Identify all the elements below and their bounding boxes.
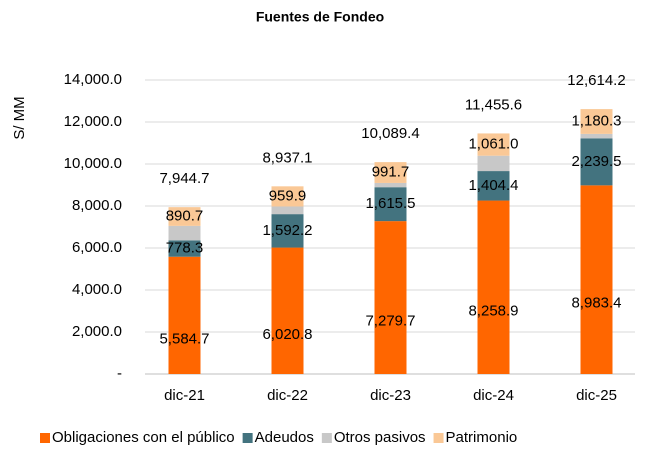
total-label: 11,455.6	[465, 96, 522, 113]
data-label: 5,584.7	[159, 330, 209, 347]
y-tick-label: 14,000.0	[64, 71, 122, 88]
x-tick-label: dic-23	[370, 387, 411, 404]
legend-label: Otros pasivos	[334, 429, 426, 446]
bar-segment	[271, 206, 304, 215]
bar-segment	[477, 155, 510, 172]
bar-segment	[271, 186, 304, 207]
data-label: 7,279.7	[365, 313, 415, 330]
data-label: 959.9	[269, 187, 307, 204]
data-label: 1,615.5	[365, 195, 415, 212]
legend-swatch	[40, 433, 50, 443]
data-label: 991.7	[372, 164, 410, 181]
bar-segment	[168, 225, 201, 241]
bar-segment	[580, 109, 613, 134]
bar-segment	[580, 133, 613, 139]
y-tick-label: 12,000.0	[64, 113, 122, 130]
data-label: 1,061.0	[468, 136, 518, 153]
bar-segment	[477, 133, 510, 156]
data-label: 890.7	[166, 207, 204, 224]
y-tick-label: 8,000.0	[72, 197, 122, 214]
legend-label: Obligaciones con el público	[52, 429, 235, 446]
total-label: 8,937.1	[262, 149, 312, 166]
legend-swatch	[321, 433, 332, 443]
bar-segment	[477, 200, 510, 374]
bar-segment	[374, 182, 407, 188]
bar-segment	[271, 214, 304, 248]
bar-segment	[168, 240, 201, 257]
bar-segment	[168, 256, 201, 374]
legend-swatch	[433, 433, 444, 443]
data-label: 1,592.2	[262, 222, 312, 239]
bar-segment	[374, 187, 407, 222]
bar-segment	[580, 185, 613, 374]
y-tick-label: 2,000.0	[72, 323, 122, 340]
x-tick-label: dic-22	[267, 387, 308, 404]
y-tick-label: 10,000.0	[64, 155, 122, 172]
x-tick-label: dic-25	[576, 387, 617, 404]
bar-segment	[168, 207, 201, 226]
legend-label: Adeudos	[255, 429, 314, 446]
bar-segment	[580, 138, 613, 186]
data-label: 778.3	[166, 240, 204, 257]
y-tick-label: 4,000.0	[72, 281, 122, 298]
y-tick-label: -	[117, 365, 122, 382]
legend-swatch	[242, 433, 253, 443]
data-label: 2,239.5	[571, 153, 621, 170]
x-tick-label: dic-21	[164, 387, 205, 404]
y-tick-label: 6,000.0	[72, 239, 122, 256]
total-label: 10,089.4	[361, 125, 419, 142]
total-label: 7,944.7	[159, 170, 209, 187]
data-label: 6,020.8	[262, 326, 312, 343]
data-label: 8,258.9	[468, 302, 518, 319]
bar-segment	[374, 162, 407, 183]
y-axis-label: S/ MM	[11, 96, 28, 139]
bar-segment	[374, 221, 407, 374]
data-label: 1,404.4	[468, 177, 518, 194]
legend-label: Patrimonio	[446, 429, 518, 446]
bar-segment	[271, 247, 304, 374]
chart-title: Fuentes de Fondeo	[256, 9, 384, 25]
data-label: 1,180.3	[571, 112, 621, 129]
x-tick-label: dic-24	[473, 387, 514, 404]
total-label: 12,614.2	[567, 72, 625, 89]
data-label: 8,983.4	[571, 295, 621, 312]
bar-segment	[477, 171, 510, 201]
